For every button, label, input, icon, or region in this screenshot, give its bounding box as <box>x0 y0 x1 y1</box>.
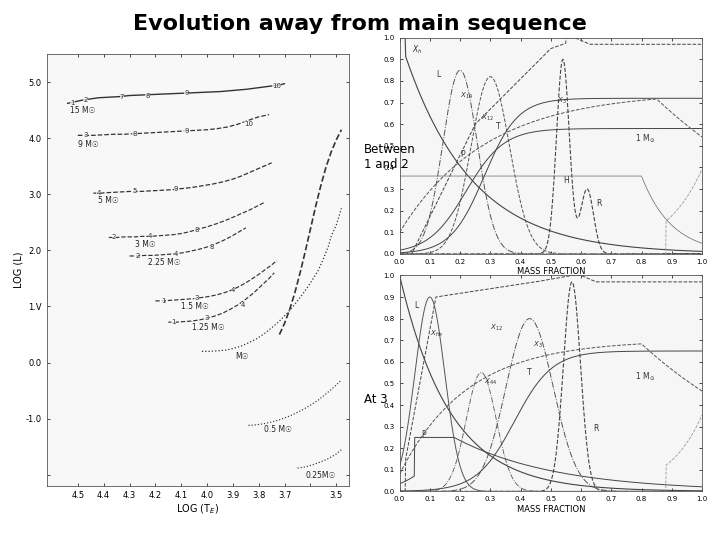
Text: 4: 4 <box>148 233 153 239</box>
Text: R: R <box>593 424 598 433</box>
Text: 2: 2 <box>84 97 88 103</box>
Text: T: T <box>526 368 531 377</box>
Text: $X_{12}$: $X_{12}$ <box>481 113 494 123</box>
Text: 8: 8 <box>145 92 150 98</box>
Text: Between
1 and 2: Between 1 and 2 <box>364 143 415 171</box>
Text: 4: 4 <box>96 190 101 196</box>
Text: P: P <box>420 430 426 440</box>
Text: 3: 3 <box>84 132 88 138</box>
X-axis label: MASS FRACTION: MASS FRACTION <box>516 505 585 514</box>
Text: $X_3$: $X_3$ <box>557 96 567 106</box>
Text: At 3: At 3 <box>364 393 387 406</box>
Text: $X_h$: $X_h$ <box>412 44 423 56</box>
Text: 1.5 M☉: 1.5 M☉ <box>181 302 209 311</box>
Text: 1.25 M☉: 1.25 M☉ <box>192 323 224 332</box>
Text: L: L <box>436 70 440 79</box>
Text: $X_3$: $X_3$ <box>533 340 542 350</box>
Y-axis label: LOG (L): LOG (L) <box>13 252 23 288</box>
Text: $X_{He}$: $X_{He}$ <box>430 329 444 339</box>
Text: 1 M$_\odot$: 1 M$_\odot$ <box>636 132 657 145</box>
Text: 8: 8 <box>132 131 137 137</box>
X-axis label: LOG (T$_E$): LOG (T$_E$) <box>176 503 220 516</box>
Text: 9: 9 <box>184 129 189 134</box>
Text: 10: 10 <box>244 121 253 127</box>
Text: 9: 9 <box>174 186 179 192</box>
Text: 9 M☉: 9 M☉ <box>78 140 99 150</box>
Text: 10: 10 <box>272 83 282 89</box>
Text: 5 M☉: 5 M☉ <box>99 197 120 206</box>
Text: 1: 1 <box>161 298 166 304</box>
Text: 4: 4 <box>174 251 179 257</box>
Text: 3 M☉: 3 M☉ <box>135 240 156 249</box>
Text: P: P <box>460 150 464 159</box>
Text: 3: 3 <box>194 295 199 301</box>
Text: 8: 8 <box>210 244 215 250</box>
Text: 5: 5 <box>132 188 137 194</box>
Text: M☉: M☉ <box>235 353 249 361</box>
Text: 4: 4 <box>241 302 246 308</box>
Text: 8: 8 <box>194 227 199 233</box>
Text: $X_{14}$: $X_{14}$ <box>460 91 473 102</box>
Text: 1: 1 <box>71 100 75 106</box>
Text: T: T <box>496 122 501 131</box>
Text: 2.25 M☉: 2.25 M☉ <box>148 258 180 267</box>
Text: 0.25M☉: 0.25M☉ <box>305 471 336 481</box>
X-axis label: MASS FRACTION: MASS FRACTION <box>516 267 585 276</box>
Text: 2: 2 <box>135 253 140 259</box>
Text: 15 M☉: 15 M☉ <box>70 106 96 114</box>
Text: H: H <box>563 176 569 185</box>
Text: 4: 4 <box>230 287 235 293</box>
Text: 3: 3 <box>204 315 210 321</box>
Text: 2: 2 <box>112 234 116 240</box>
Text: 1: 1 <box>171 319 176 325</box>
Text: 7: 7 <box>120 94 124 100</box>
Text: 9: 9 <box>184 90 189 96</box>
Text: 0.5 M☉: 0.5 M☉ <box>264 426 292 434</box>
Text: 1 M$_\odot$: 1 M$_\odot$ <box>636 370 657 382</box>
Text: $X_{12}$: $X_{12}$ <box>490 322 503 333</box>
Text: R: R <box>596 199 601 208</box>
Text: Evolution away from main sequence: Evolution away from main sequence <box>133 14 587 33</box>
Text: L: L <box>415 301 419 310</box>
Text: $X_{44}$: $X_{44}$ <box>485 376 498 387</box>
